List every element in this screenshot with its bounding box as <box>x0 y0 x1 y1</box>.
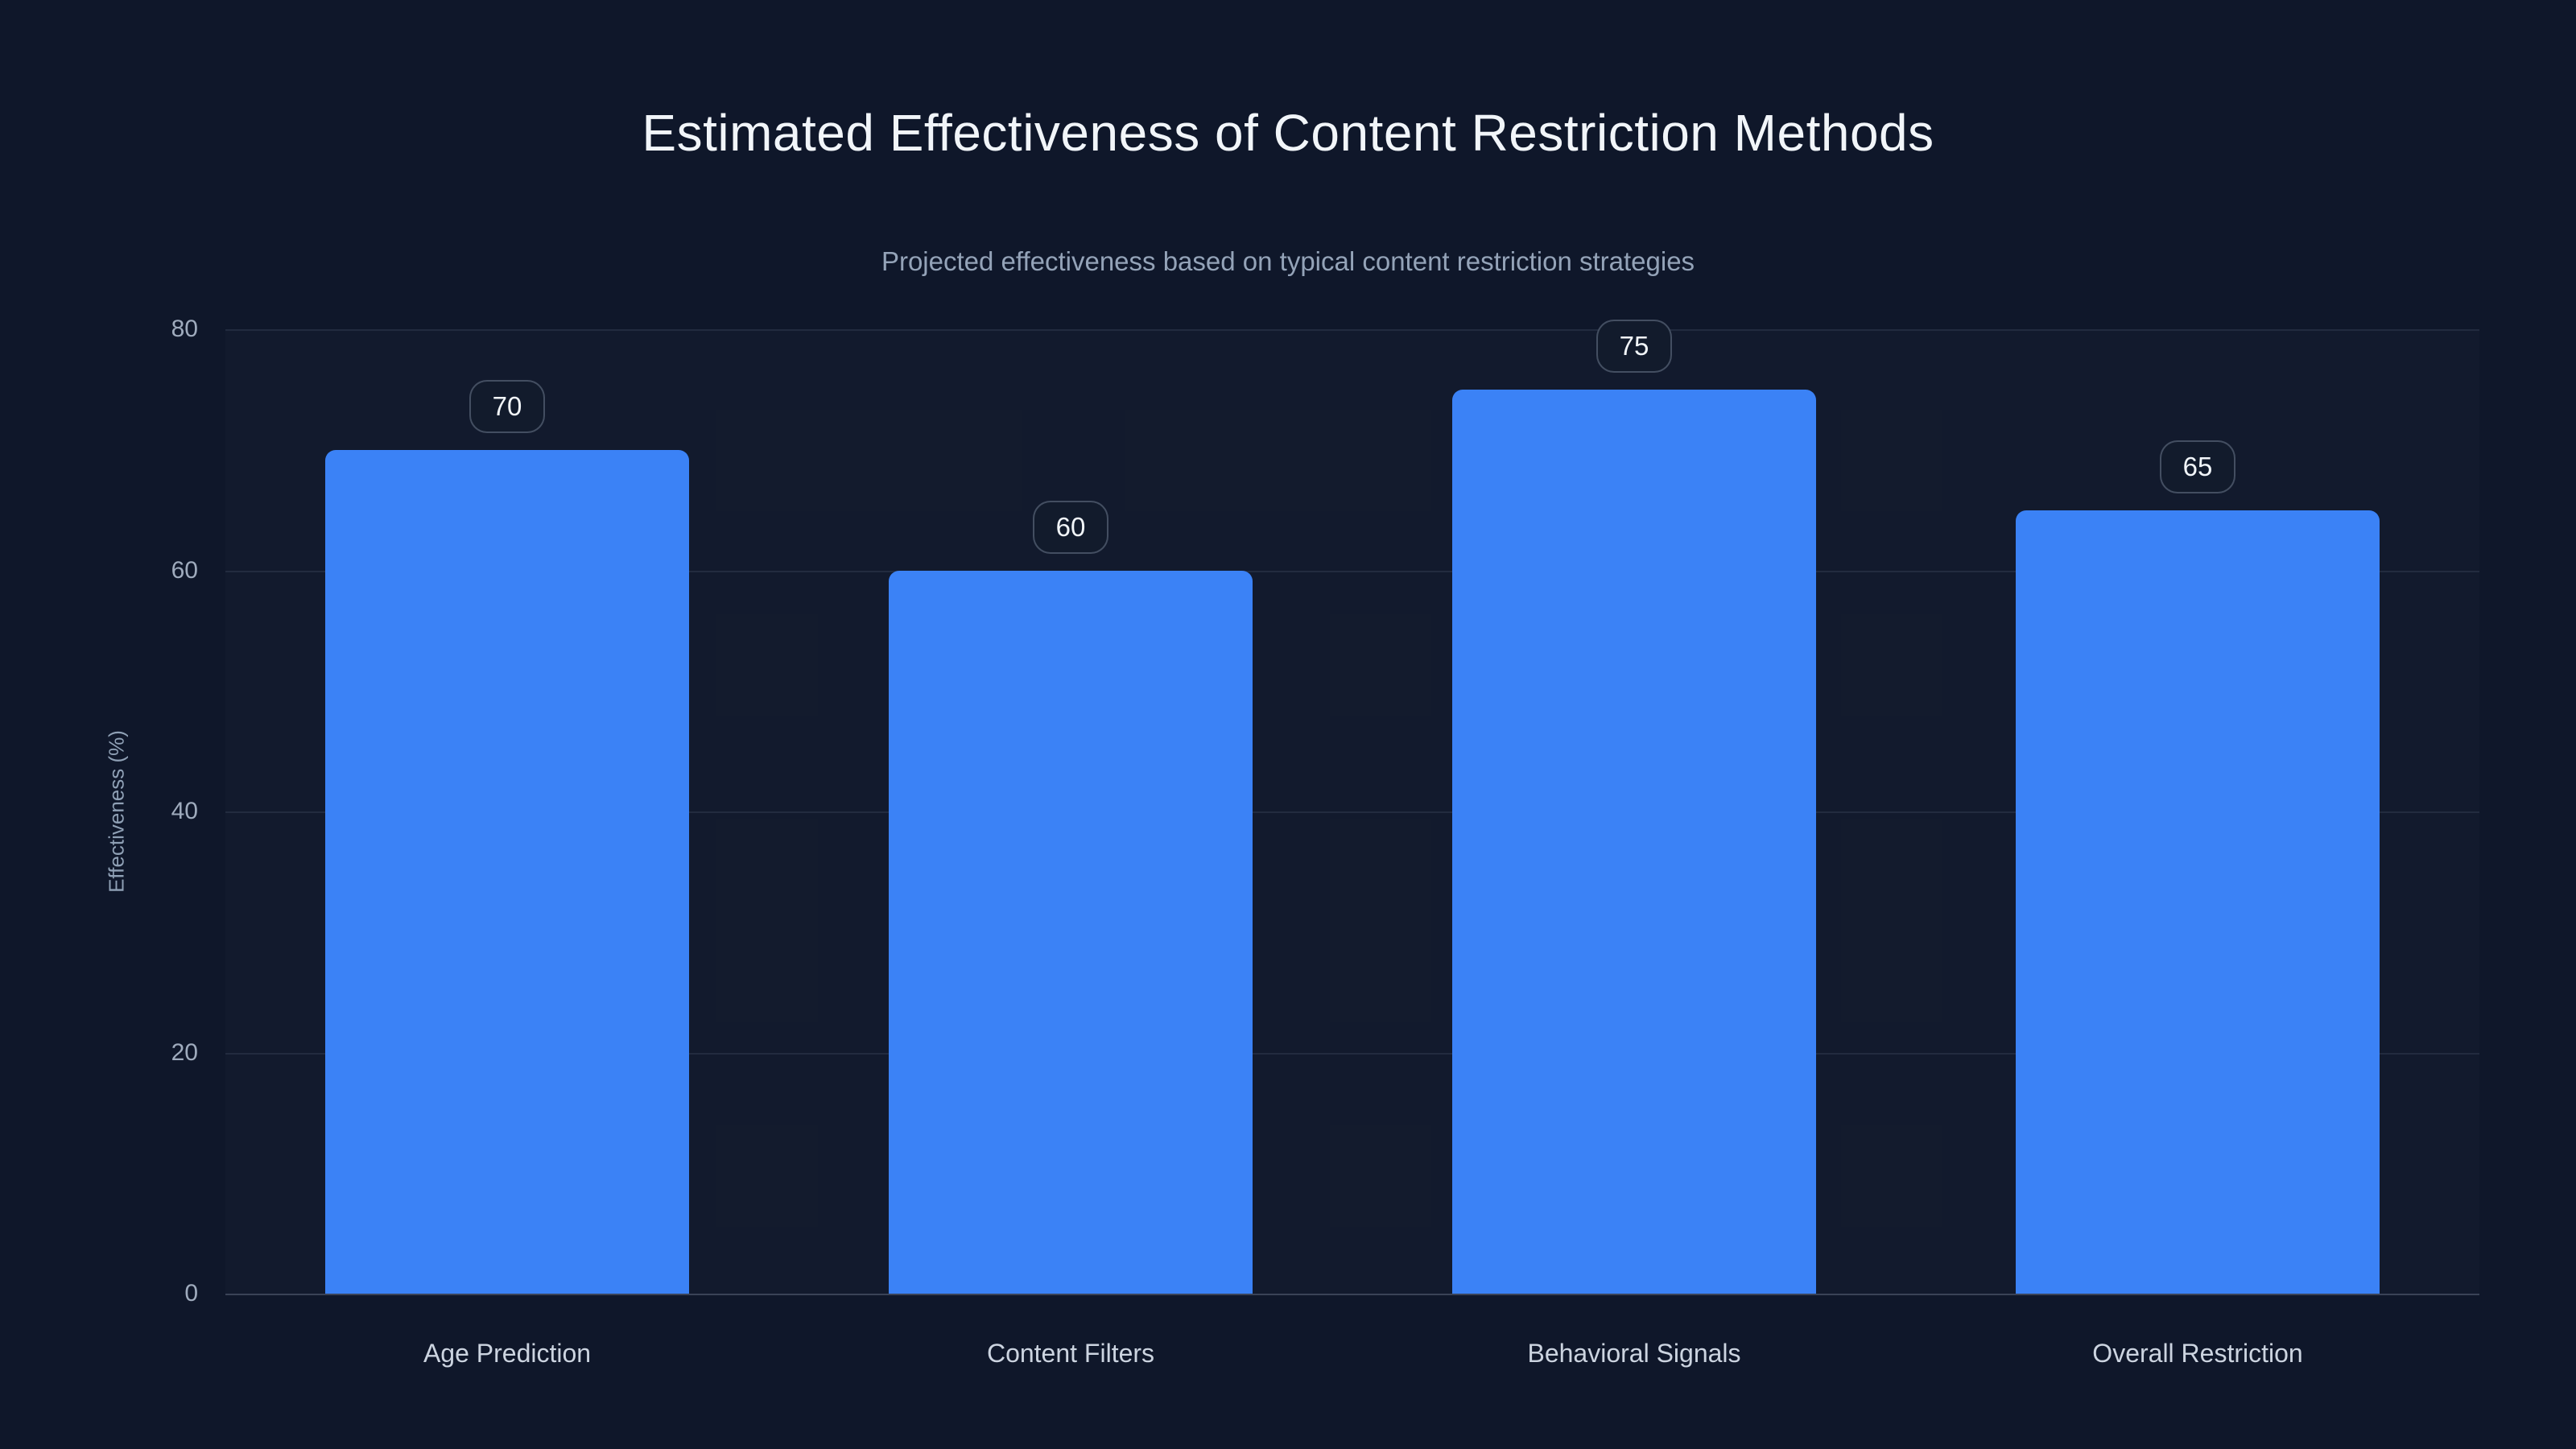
x-axis-label: Age Prediction <box>423 1339 592 1368</box>
bar-age-prediction <box>325 449 689 1294</box>
bar-behavioral-signals <box>1452 389 1816 1294</box>
bar-group-overall-restriction: 65 Overall Restriction <box>1916 329 2479 1368</box>
x-axis-label: Overall Restriction <box>2092 1339 2303 1368</box>
y-tick-40: 40 <box>171 798 198 824</box>
chart-subtitle: Projected effectiveness based on typical… <box>881 246 1695 276</box>
bar-group-content-filters: 60 Content Filters <box>789 329 1352 1368</box>
y-tick-0: 0 <box>184 1280 198 1307</box>
x-axis-baseline <box>225 1294 2479 1295</box>
gridline-60 <box>225 570 2479 572</box>
bar-overall-restriction <box>2016 510 2380 1294</box>
gridline-20 <box>225 1052 2479 1055</box>
bar-group-behavioral-signals: 75 Behavioral Signals <box>1352 319 1916 1368</box>
bar-content-filters <box>889 570 1253 1294</box>
x-axis-label: Behavioral Signals <box>1527 1339 1741 1368</box>
value-badge: 60 <box>1033 500 1108 554</box>
y-tick-60: 60 <box>171 556 198 584</box>
value-badge: 65 <box>2160 440 2235 493</box>
value-badge: 75 <box>1596 319 1672 373</box>
value-badge: 70 <box>469 379 545 433</box>
y-axis-title: Effectiveness (%) <box>104 730 129 893</box>
x-axis-label: Content Filters <box>986 1339 1155 1368</box>
chart-title: Estimated Effectiveness of Content Restr… <box>642 104 1934 162</box>
y-tick-80: 80 <box>171 316 198 342</box>
y-tick-20: 20 <box>171 1038 198 1066</box>
bar-group-age-prediction: 70 Age Prediction <box>225 329 789 1368</box>
gridline-80 <box>225 329 2479 331</box>
plot-area: 80 60 40 20 0 70 Age Prediction 60 Conte… <box>171 316 2479 1368</box>
gridline-40 <box>225 811 2479 813</box>
